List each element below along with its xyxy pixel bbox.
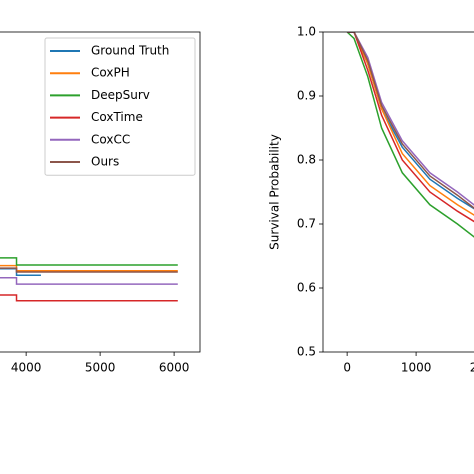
legend-label: DeepSurv [91,88,150,102]
plot-area [346,32,474,238]
chart: 4000 5000 6000 Ground Truth CoxPH DeepSurv Cox… [0,31,201,375]
y-tick-label: 0.7 [297,217,316,231]
x-tick-label: 6000 [159,361,190,375]
chart: 0 1000 2000 0.5 0.6 0.7 0.8 0.9 1.0 Survival Prob… [268,25,474,375]
series-line [0,277,178,285]
series-line [0,267,178,273]
x-tick-label: 4000 [11,361,42,375]
y-tick-label: 1.0 [297,25,316,39]
legend-label: Ours [91,155,119,169]
x-tick-label: 1000 [401,361,432,375]
series-line [0,257,178,266]
y-tick-label: 0.5 [297,345,316,359]
y-tick-label: 0.8 [297,153,316,167]
legend-label: Ground Truth [91,44,169,58]
legend-label: CoxCC [91,132,130,146]
legend: Ground Truth CoxPH DeepSurv CoxTime CoxCC Our… [44,37,196,176]
series-line [0,294,178,302]
legend-label: CoxPH [91,66,130,80]
legend-box [44,37,196,176]
x-tick-label: 2000 [470,361,474,375]
axes-frame [322,31,474,353]
plot-area [0,257,178,302]
legend-label: CoxTime [91,110,143,124]
axes-frame [0,31,201,353]
y-tick-label: 0.9 [297,89,316,103]
series-line [346,32,474,238]
y-tick-label: 0.6 [297,281,316,295]
x-tick-label: 5000 [85,361,116,375]
y-axis-label: Survival Probability [268,134,282,250]
x-tick-label: 0 [343,361,351,375]
series-line [347,32,474,209]
